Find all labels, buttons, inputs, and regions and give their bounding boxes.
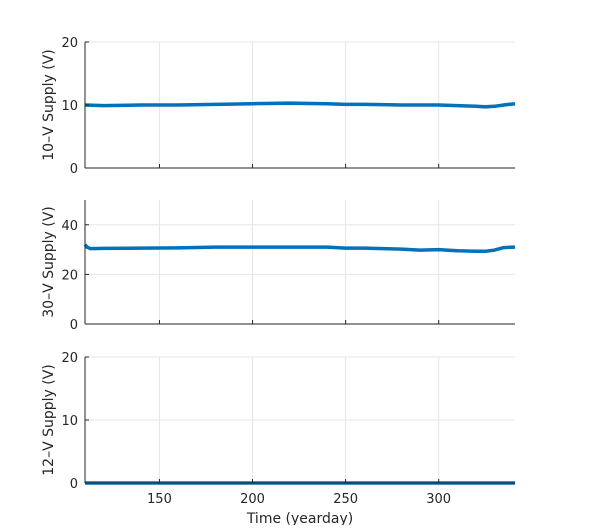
y-tick-label: 20 (61, 36, 78, 51)
y-axis-label: 12–V Supply (V) (41, 364, 57, 476)
x-tick-label: 300 (426, 492, 451, 507)
y-tick-label: 20 (61, 268, 78, 283)
y-tick-label: 0 (70, 162, 78, 177)
data-series-line (84, 101, 516, 109)
y-tick-label: 0 (70, 318, 78, 333)
subplot-1: 0 10 20 10–V Supply (V) (41, 36, 516, 177)
data-series-line (83, 243, 516, 254)
subplot-3: 0 10 20 150 200 250 300 12–V Supply (V) Time (ye… (41, 351, 515, 527)
y-tick-label: 10 (61, 99, 78, 114)
y-tick-label: 0 (70, 477, 78, 492)
x-tick-label: 200 (240, 492, 265, 507)
y-axis-label: 30–V Supply (V) (41, 206, 57, 318)
x-tick-label: 250 (333, 492, 358, 507)
y-tick-label: 10 (61, 414, 78, 429)
y-tick-label: 40 (61, 219, 78, 234)
subplot-2: 0 20 40 30–V Supply (V) (41, 200, 516, 333)
x-axis-label: Time (yearday) (246, 511, 353, 525)
x-tick-label: 150 (147, 492, 172, 507)
y-tick-label: 20 (61, 351, 78, 366)
y-axis-label: 10–V Supply (V) (41, 49, 57, 161)
